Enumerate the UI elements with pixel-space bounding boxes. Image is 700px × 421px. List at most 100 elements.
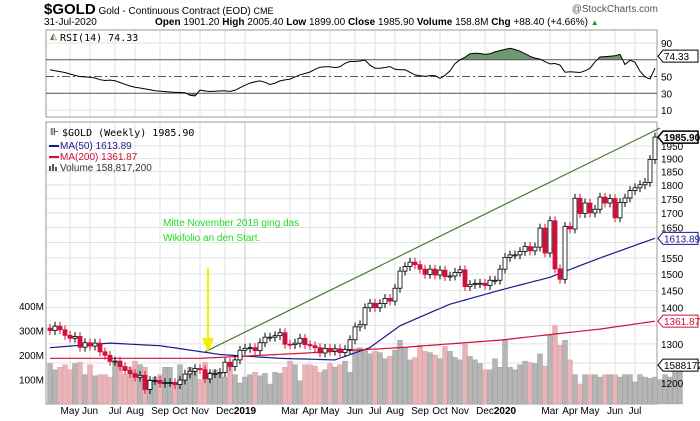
volume-bar <box>527 362 533 405</box>
candle-body <box>377 303 383 309</box>
volume-bar <box>47 363 53 405</box>
volume-bar <box>592 374 598 405</box>
volume-bar <box>227 367 233 405</box>
volume-bar <box>102 374 108 405</box>
volume-bar <box>272 371 278 405</box>
volume-bar <box>332 367 338 405</box>
candle-body <box>287 343 293 346</box>
x-tick-label: Jun <box>347 406 363 417</box>
candle-body <box>512 254 518 257</box>
candle-body <box>347 339 353 350</box>
volume-bar <box>262 373 268 405</box>
volume-bar <box>417 345 423 405</box>
ma200-callout: 1361.87 <box>664 317 700 328</box>
y-tick-label: 1800 <box>661 181 684 192</box>
rsi-tick-label: 30 <box>661 89 673 100</box>
annotation-arrow <box>202 268 214 352</box>
candle-body <box>207 373 213 380</box>
volume-bar <box>322 369 328 405</box>
candle-body <box>172 382 178 385</box>
candle-body <box>267 336 273 339</box>
indicator-lines <box>49 127 661 361</box>
volume-bar <box>77 362 83 405</box>
arrow-head-icon <box>202 338 214 352</box>
candle-body <box>202 369 208 380</box>
candle-body <box>217 372 223 375</box>
candle-body <box>547 220 553 254</box>
volume-bar <box>552 325 558 405</box>
candle-body <box>507 254 513 258</box>
volume-tick-label: 300M <box>19 327 44 338</box>
candle-body <box>252 347 258 352</box>
candle-body <box>167 382 173 384</box>
volume-bar <box>137 364 143 405</box>
candle-body <box>157 380 163 384</box>
candle-body <box>257 342 263 352</box>
volume-bar <box>447 351 453 405</box>
candle-body <box>197 368 203 371</box>
candle-body <box>152 380 158 382</box>
main-legend: $GOLD (Weekly) 1985.90 <box>62 128 194 139</box>
candle-body <box>237 349 243 361</box>
x-tick-label: 2019 <box>234 406 257 417</box>
volume-bar <box>132 360 138 405</box>
candle-body <box>67 334 73 339</box>
volume-bar <box>217 374 223 405</box>
candle-body <box>87 342 93 347</box>
x-tick-label: May <box>61 406 80 417</box>
chg-value: +88.40 (+4.66%) <box>513 17 588 28</box>
volume-bar <box>337 364 343 405</box>
rsi-callout-box <box>657 49 699 63</box>
candle-body <box>302 337 308 346</box>
candle-body <box>322 347 328 354</box>
volume-bar <box>602 374 608 405</box>
volume-bar <box>627 374 633 405</box>
volume-callout: 1588172 <box>664 361 700 372</box>
x-tick-label: Sep <box>151 406 169 417</box>
volume-bar <box>437 358 443 405</box>
symbol: $GOLD <box>44 1 96 18</box>
volume-label: Volume <box>416 17 453 28</box>
candle-body <box>577 197 583 214</box>
volume-legend: Volume 158,817,200 <box>60 163 152 174</box>
volume-bar <box>52 369 58 405</box>
volume-bar <box>497 367 503 405</box>
rsi-tick-label: 50 <box>661 73 673 84</box>
candle-body <box>242 347 248 351</box>
volume-bar <box>632 381 638 405</box>
candle-body <box>92 342 98 347</box>
volume-bar <box>97 374 103 405</box>
rsi-overbought-fill <box>460 48 623 60</box>
volume-bar <box>532 363 538 405</box>
y-tick-label: 1300 <box>661 340 684 351</box>
volume-bar <box>507 367 513 405</box>
annotation-line2: Wikifolio an den Start. <box>163 233 260 244</box>
x-tick-label: Aug <box>386 406 404 417</box>
candle-body <box>192 368 198 372</box>
candle-body <box>407 261 413 268</box>
high-label: High <box>222 17 245 28</box>
volume-bar <box>92 375 98 405</box>
candle-body <box>352 326 358 341</box>
volume-bar <box>422 351 428 405</box>
instrument-name: Gold - Continuous Contract (EOD) <box>98 6 251 17</box>
axes: May Jun Jul Aug Sep Oct Nov Dec 2019 Mar Apr May Jun… <box>19 39 684 417</box>
candle-body <box>177 379 183 385</box>
candle-body <box>652 136 658 160</box>
chg-label: Chg <box>491 17 511 28</box>
candle-body <box>212 373 218 376</box>
volume-bar <box>542 365 548 405</box>
x-tick-label: Mar <box>281 406 299 417</box>
candle-body <box>462 269 468 287</box>
candle-body <box>312 345 318 349</box>
candle-body <box>642 181 648 186</box>
volume-bar <box>597 376 603 405</box>
volume-bar <box>352 348 358 405</box>
volume-value: 158.8M <box>455 17 489 28</box>
y-tick-label: 1750 <box>661 195 684 206</box>
volume-bar <box>547 335 553 405</box>
low-value: 1899.00 <box>309 17 346 28</box>
date: 31-Jul-2020 <box>44 17 97 28</box>
high-value: 2005.40 <box>247 17 284 28</box>
